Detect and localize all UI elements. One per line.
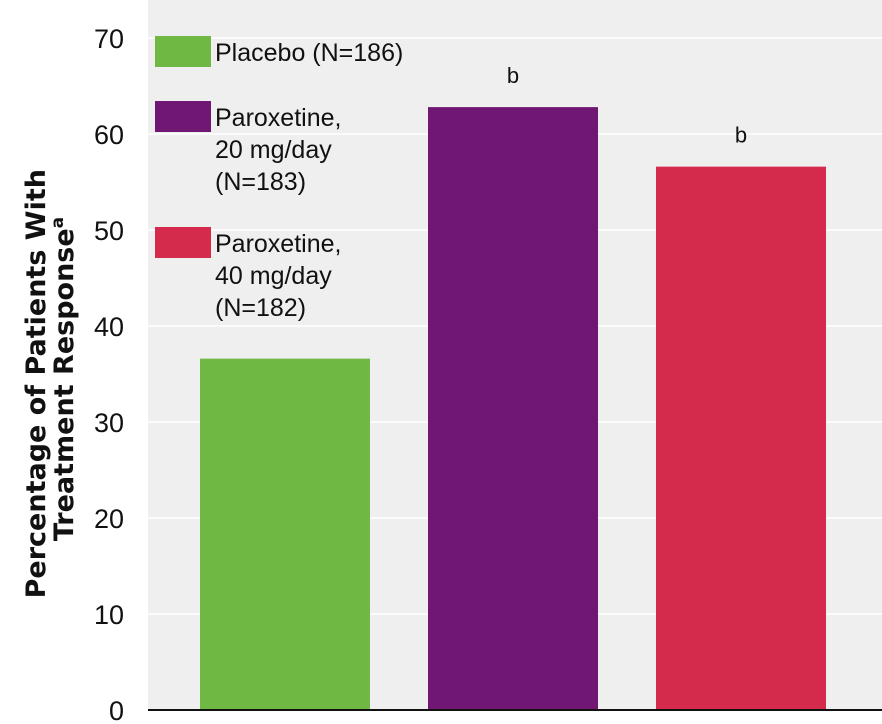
legend-label: Placebo (N=186)	[215, 39, 403, 67]
bar	[428, 107, 598, 711]
y-axis-label-line-2: Treatment Responsea	[48, 217, 80, 541]
y-tick-label: 30	[94, 408, 124, 438]
y-axis-label-line-2-text: Treatment Response	[49, 228, 80, 541]
y-axis-label: Percentage of Patients With Treatment Re…	[21, 160, 80, 599]
legend-label: 20 mg/day	[215, 136, 332, 164]
y-tick-label: 0	[109, 696, 124, 724]
y-axis-label-superscript: a	[48, 217, 68, 228]
bar	[200, 358, 370, 710]
y-tick-label: 60	[94, 120, 124, 150]
bar	[656, 166, 826, 710]
legend-label: 40 mg/day	[215, 262, 332, 290]
legend-swatch	[155, 101, 211, 132]
legend-label: (N=183)	[215, 168, 306, 196]
legend-label: Paroxetine,	[215, 230, 341, 258]
y-tick-labels: 0 10 20 30 40 50 60 70	[94, 24, 124, 724]
y-axis-label-line-1: Percentage of Patients With	[21, 169, 52, 598]
y-tick-label: 20	[94, 504, 124, 534]
bar-annotation: b	[507, 63, 519, 88]
y-tick-label: 70	[94, 24, 124, 54]
y-tick-label: 40	[94, 312, 124, 342]
bars	[200, 107, 826, 711]
legend-label: (N=182)	[215, 294, 306, 322]
legend: Placebo (N=186) Paroxetine, 20 mg/day (N=18…	[155, 36, 403, 322]
legend-label: Paroxetine,	[215, 104, 341, 132]
legend-swatch	[155, 227, 211, 258]
y-tick-label: 10	[94, 600, 124, 630]
y-tick-label: 50	[94, 216, 124, 246]
bar-annotations: bb	[507, 63, 747, 148]
legend-swatch	[155, 36, 211, 67]
bar-annotation: b	[735, 123, 747, 148]
